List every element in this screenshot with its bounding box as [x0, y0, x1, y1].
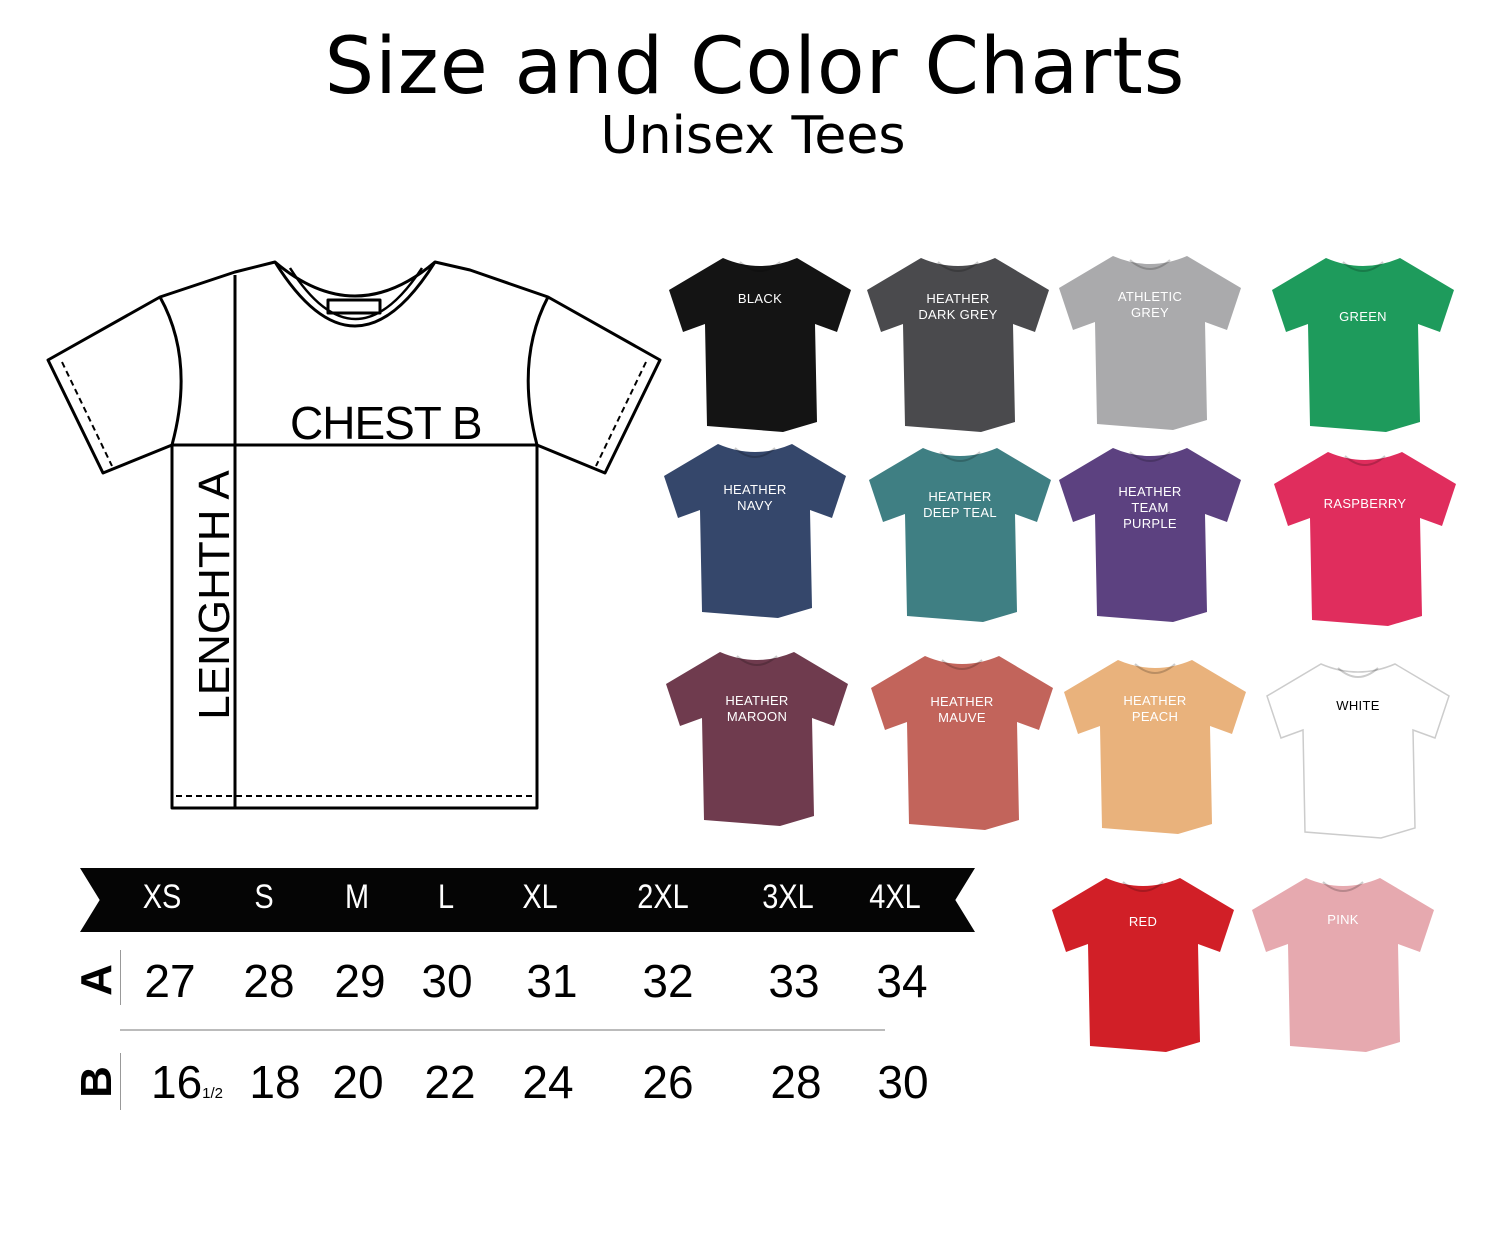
length-value: 30	[421, 955, 473, 1007]
color-name: WHITE	[1336, 698, 1380, 713]
tshirt-icon	[1266, 663, 1450, 839]
right-sleeve-seam	[526, 296, 550, 446]
length-value: 27	[144, 955, 196, 1007]
color-swatch-athletic-grey[interactable]: ATHLETIC GREY	[1055, 248, 1245, 438]
chest-value-whole: 16	[150, 1056, 203, 1108]
chest-value: 20	[332, 1056, 384, 1108]
color-name: RED	[1128, 914, 1158, 929]
size-header-m: M	[344, 878, 370, 916]
tshirt-icon	[1059, 448, 1241, 622]
color-swatch-green[interactable]: GREEN	[1268, 250, 1458, 440]
size-header-xl: XL	[522, 878, 558, 916]
color-swatch-pink[interactable]: PINK	[1248, 870, 1438, 1060]
page-title: Size and Color Charts	[324, 22, 1186, 112]
size-header-3xl: 3XL	[762, 878, 814, 916]
length-value: 28	[243, 955, 295, 1007]
color-swatch-heather-mauve[interactable]: HEATHER MAUVE	[867, 648, 1057, 838]
color-name: ATHLETIC GREY	[1117, 289, 1183, 320]
length-value: 29	[334, 955, 386, 1007]
color-name: HEATHER NAVY	[723, 482, 787, 513]
color-swatch-heather-team-purple[interactable]: HEATHER TEAM PURPLE	[1055, 440, 1245, 630]
page-subtitle: Unisex Tees	[600, 106, 906, 166]
color-name: HEATHER MAUVE	[930, 694, 994, 725]
length-value: 33	[768, 955, 820, 1007]
chest-value: 24	[522, 1056, 574, 1108]
chest-value-fraction: 1/2	[202, 1085, 224, 1102]
row-separator	[120, 1029, 885, 1031]
color-swatch-raspberry[interactable]: RASPBERRY	[1270, 444, 1460, 634]
chest-value: 26	[642, 1056, 694, 1108]
chest-value: 22	[424, 1056, 476, 1108]
chest-value: 161/2	[151, 1055, 223, 1109]
color-name: BLACK	[737, 291, 783, 306]
color-name: HEATHER PEACH	[1123, 693, 1187, 724]
color-name: HEATHER TEAM PURPLE	[1118, 484, 1182, 531]
tshirt-icon	[664, 444, 846, 618]
tshirt-icon	[869, 448, 1051, 622]
length-value: 31	[526, 955, 578, 1007]
length-value: 34	[876, 955, 928, 1007]
size-header-s: S	[254, 878, 274, 916]
length-label: LENGHTH A	[190, 470, 239, 720]
collar-outer	[273, 261, 437, 328]
chest-label: CHEST B	[290, 397, 483, 449]
tshirt-icon	[871, 656, 1053, 830]
tshirt-outline	[46, 260, 662, 810]
chest-value: 28	[770, 1056, 822, 1108]
tshirt-icon	[1272, 258, 1454, 432]
color-swatch-white[interactable]: WHITE	[1263, 656, 1453, 846]
row-label-a: A	[72, 964, 121, 996]
chest-value: 30	[877, 1056, 929, 1108]
tshirt-measurement-diagram	[46, 260, 662, 810]
size-header-2xl: 2XL	[637, 878, 689, 916]
tshirt-icon	[867, 258, 1049, 432]
color-name: HEATHER DEEP TEAL	[923, 489, 997, 520]
tshirt-icon	[1252, 878, 1434, 1052]
color-swatch-black[interactable]: BLACK	[665, 250, 855, 440]
color-swatch-heather-dark-grey[interactable]: HEATHER DARK GREY	[863, 250, 1053, 440]
color-swatch-heather-deep-teal[interactable]: HEATHER DEEP TEAL	[865, 440, 1055, 630]
size-header-xs: XS	[142, 878, 182, 916]
row-b-divider	[120, 1053, 121, 1110]
tshirt-icon	[666, 652, 848, 826]
color-name: GREEN	[1339, 309, 1387, 324]
color-name: HEATHER MAROON	[725, 693, 789, 724]
tshirt-icon	[1274, 452, 1456, 626]
color-swatch-red[interactable]: RED	[1048, 870, 1238, 1060]
color-swatch-heather-maroon[interactable]: HEATHER MAROON	[662, 644, 852, 834]
chest-value: 18	[249, 1056, 301, 1108]
color-swatch-heather-peach[interactable]: HEATHER PEACH	[1060, 652, 1250, 842]
tshirt-icon	[1059, 256, 1241, 430]
size-header-4xl: 4XL	[869, 878, 921, 916]
row-a-divider	[120, 950, 121, 1005]
color-name: PINK	[1327, 912, 1359, 927]
size-header-l: L	[437, 878, 455, 916]
tshirt-icon	[1064, 660, 1246, 834]
tshirt-icon	[1052, 878, 1234, 1052]
length-value: 32	[642, 955, 694, 1007]
color-swatch-heather-navy[interactable]: HEATHER NAVY	[660, 436, 850, 626]
row-label-b: B	[72, 1066, 121, 1098]
color-name: RASPBERRY	[1323, 496, 1407, 511]
neck-label	[326, 298, 382, 315]
size-header-banner	[80, 868, 975, 932]
tshirt-icon	[669, 258, 851, 432]
color-name: HEATHER DARK GREY	[918, 291, 998, 322]
collar-inner	[288, 267, 424, 321]
left-sleeve-seam	[158, 296, 183, 446]
